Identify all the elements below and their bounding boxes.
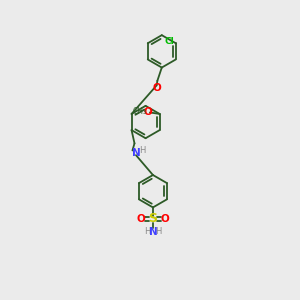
Text: N: N — [148, 227, 157, 237]
Text: O: O — [144, 107, 152, 118]
Text: CH₃: CH₃ — [132, 107, 146, 116]
Text: N: N — [132, 148, 140, 158]
Text: O: O — [161, 214, 170, 224]
Text: O: O — [136, 214, 145, 224]
Text: O: O — [152, 83, 161, 93]
Text: S: S — [148, 212, 158, 225]
Text: Cl: Cl — [164, 37, 174, 46]
Text: H: H — [155, 227, 161, 236]
Text: H: H — [145, 227, 151, 236]
Text: H: H — [139, 146, 146, 155]
